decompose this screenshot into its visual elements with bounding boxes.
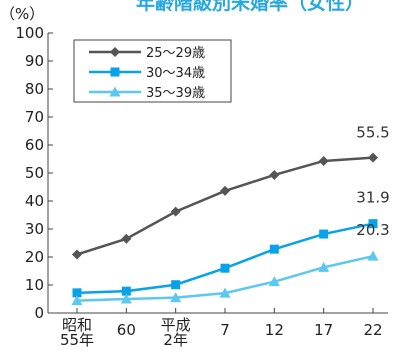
y-tick-label: 40 (25, 192, 44, 210)
legend-marker (110, 47, 120, 57)
y-tick-label: 30 (25, 220, 44, 238)
data-point (220, 185, 230, 196)
x-tick-label: 60 (117, 321, 136, 339)
y-tick-label: 80 (25, 80, 44, 98)
y-tick-label: 100 (15, 24, 44, 42)
data-point (220, 263, 230, 273)
legend-item: 35〜39歳 (89, 86, 205, 101)
data-point (219, 287, 231, 298)
y-tick-label: 0 (34, 304, 44, 322)
x-tick-label: 7 (220, 321, 230, 339)
data-point (171, 280, 181, 290)
data-point (72, 249, 82, 260)
x-tick-label: 2年 (163, 331, 188, 349)
legend-item: 25〜29歳 (89, 46, 205, 61)
x-tick-label: 17 (314, 321, 333, 339)
legend-marker (110, 67, 120, 77)
data-point (367, 250, 379, 261)
data-point (121, 233, 132, 244)
data-point (71, 295, 83, 306)
data-point (170, 292, 182, 303)
end-value-label: 31.9 (356, 189, 389, 207)
end-labels: 55.5 31.9 20.3 (356, 124, 389, 240)
data-point (268, 276, 280, 287)
series-1 (72, 152, 378, 260)
legend-item: 30〜34歳 (89, 66, 205, 81)
x-tick-label: 55年 (60, 331, 94, 349)
legend-label: 25〜29歳 (146, 46, 205, 61)
data-point (319, 229, 329, 239)
y-tick-label: 70 (25, 108, 44, 126)
x-tick-label: 昭和 (62, 316, 92, 334)
y-tick-label: 50 (25, 164, 44, 182)
x-tick-label: 12 (265, 321, 284, 339)
series-3 (71, 250, 379, 306)
legend-label: 35〜39歳 (146, 86, 205, 101)
data-point (269, 169, 280, 180)
end-value-label: 55.5 (356, 124, 389, 142)
x-tick-label: 平成 (161, 316, 191, 334)
legend-marker (109, 86, 121, 97)
data-point (368, 219, 378, 229)
series-group (71, 152, 379, 306)
legend-label: 30〜34歳 (146, 66, 205, 81)
axes (47, 32, 388, 314)
y-axis-unit: （%） (0, 5, 44, 23)
series-2 (72, 219, 378, 298)
y-tick-label: 20 (25, 248, 44, 266)
data-point (368, 152, 378, 163)
series-line (76, 156, 374, 256)
data-point (121, 286, 131, 296)
data-point (72, 288, 82, 298)
data-point (318, 261, 330, 272)
data-point (120, 293, 132, 304)
y-tick-label: 90 (25, 52, 44, 70)
y-tick-label: 10 (25, 276, 44, 294)
data-point (318, 155, 329, 166)
end-value-label: 20.3 (356, 221, 389, 239)
y-tick-labels: 0 10 20 30 40 50 60 70 80 90 100 (15, 24, 44, 322)
data-point (170, 206, 181, 217)
legend: 25〜29歳 30〜34歳 35〜39歳 (73, 39, 232, 103)
series-line (76, 222, 374, 295)
y-tick-label: 60 (25, 136, 44, 154)
chart-title: 年齢階級別未婚率（女性） (136, 0, 364, 14)
data-point (269, 244, 279, 254)
x-tick-label: 22 (363, 321, 382, 339)
